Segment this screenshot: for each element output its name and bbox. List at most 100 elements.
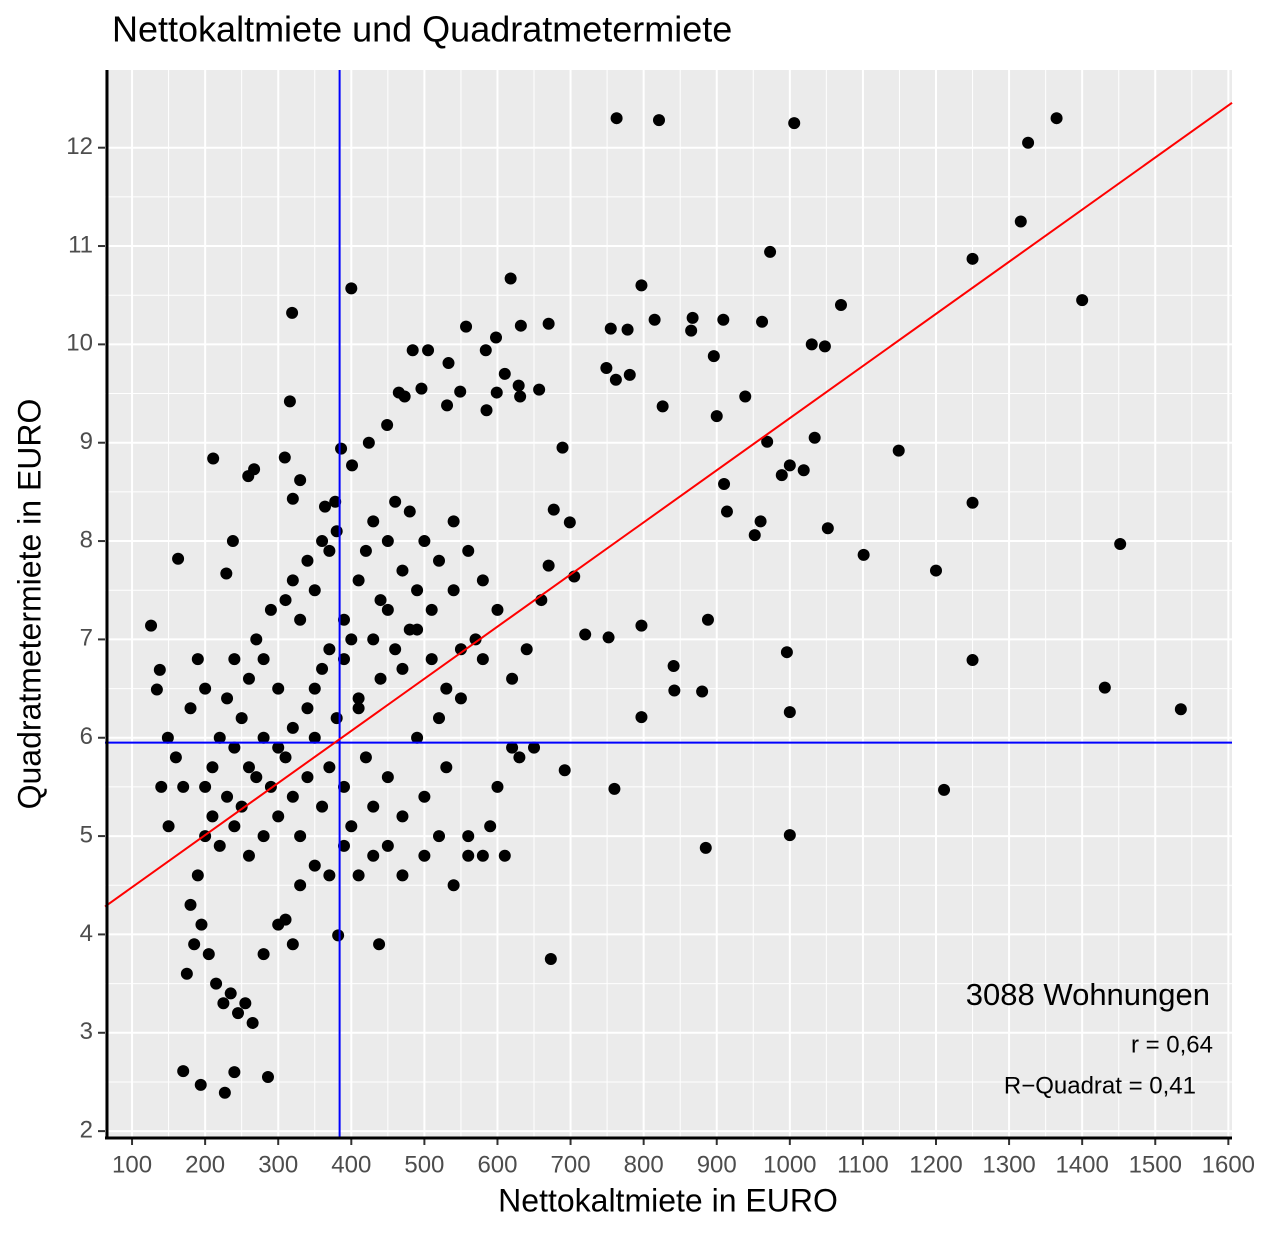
point: [261, 1071, 274, 1084]
point: [652, 114, 665, 127]
point: [454, 692, 467, 705]
point: [506, 672, 519, 685]
point: [191, 653, 204, 666]
point: [685, 324, 698, 337]
point: [418, 535, 431, 548]
point: [381, 419, 394, 432]
point: [498, 367, 511, 380]
point: [242, 672, 255, 685]
point: [775, 469, 788, 482]
point: [462, 544, 475, 557]
point: [635, 619, 648, 632]
point: [308, 859, 321, 872]
point: [513, 751, 526, 764]
point: [491, 603, 504, 616]
point: [257, 948, 270, 961]
point: [345, 820, 358, 833]
point: [199, 682, 212, 695]
point: [330, 525, 343, 538]
point: [367, 800, 380, 813]
point: [648, 313, 661, 326]
point: [316, 800, 329, 813]
point: [396, 662, 409, 675]
point: [286, 721, 299, 734]
point: [608, 782, 621, 795]
point: [514, 319, 527, 332]
point: [469, 633, 482, 646]
point: [504, 272, 517, 285]
point: [177, 1065, 190, 1078]
point: [337, 653, 350, 666]
x-tick-label: 800: [624, 1151, 664, 1178]
point: [938, 783, 951, 796]
point: [308, 682, 321, 695]
annotation: R−Quadrat = 0,41: [1004, 1072, 1196, 1099]
point: [177, 780, 190, 793]
point: [718, 478, 731, 491]
point: [547, 503, 560, 516]
point: [286, 790, 299, 803]
point: [484, 820, 497, 833]
point: [228, 820, 241, 833]
point: [821, 522, 834, 535]
point: [433, 712, 446, 725]
point: [235, 800, 248, 813]
point: [480, 404, 493, 417]
x-tick-label: 1100: [837, 1151, 889, 1178]
point: [454, 385, 467, 398]
point: [367, 633, 380, 646]
point: [367, 849, 380, 862]
point: [797, 464, 810, 477]
point: [396, 869, 409, 882]
point: [1174, 703, 1187, 716]
x-tick-label: 900: [697, 1151, 737, 1178]
point: [332, 929, 345, 942]
point: [335, 442, 348, 455]
point: [1014, 215, 1027, 228]
point: [520, 643, 533, 656]
point: [623, 368, 636, 381]
point: [1050, 112, 1063, 125]
point: [476, 574, 489, 587]
y-tick-label: 5: [80, 821, 93, 848]
point: [761, 435, 774, 448]
point: [188, 938, 201, 951]
point: [318, 500, 331, 513]
point: [345, 633, 358, 646]
point: [1114, 538, 1127, 551]
point: [217, 997, 230, 1010]
point: [454, 643, 467, 656]
point: [359, 544, 372, 557]
point: [308, 584, 321, 597]
x-tick-label: 1200: [909, 1151, 962, 1178]
point: [221, 692, 234, 705]
x-tick-label: 200: [185, 1151, 225, 1178]
point: [621, 323, 634, 336]
point: [346, 459, 359, 472]
y-tick-label: 8: [80, 526, 93, 553]
point: [283, 395, 296, 408]
point: [411, 584, 424, 597]
point: [381, 535, 394, 548]
point: [808, 431, 821, 444]
point: [169, 751, 182, 764]
point: [710, 410, 723, 423]
point: [210, 977, 223, 990]
point: [272, 682, 285, 695]
point: [246, 1016, 259, 1029]
point: [362, 436, 375, 449]
x-tick-label: 400: [331, 1151, 371, 1178]
point: [739, 390, 752, 403]
x-tick-label: 1000: [763, 1151, 816, 1178]
point: [441, 399, 454, 412]
point: [656, 400, 669, 413]
x-tick-label: 1400: [1055, 1151, 1108, 1178]
point: [294, 879, 307, 892]
x-tick-label: 500: [404, 1151, 444, 1178]
point: [207, 452, 220, 465]
point: [316, 535, 329, 548]
point: [544, 953, 557, 966]
point: [602, 631, 615, 644]
point: [462, 849, 475, 862]
point: [301, 702, 314, 715]
